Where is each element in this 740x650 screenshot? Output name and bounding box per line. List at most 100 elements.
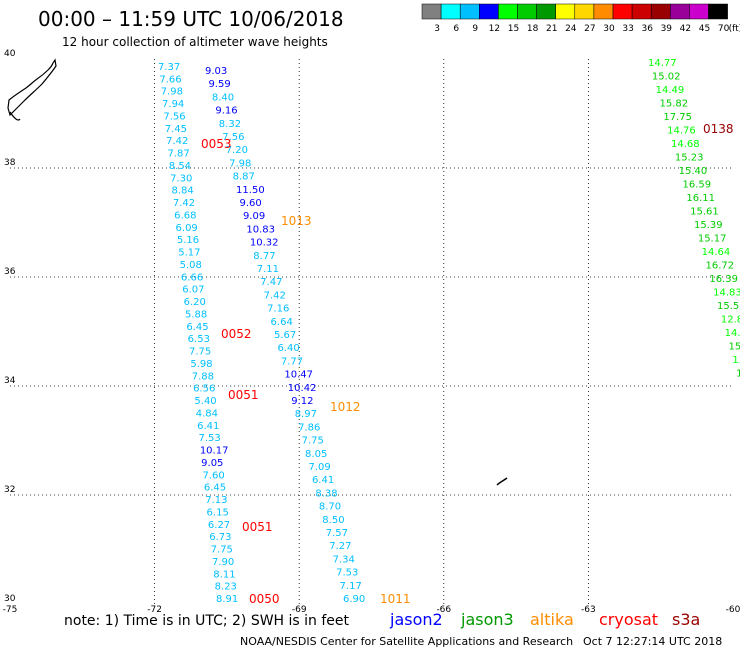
- wave-height-value: 15.8: [729, 342, 740, 353]
- wave-height-value: 4.84: [196, 408, 218, 419]
- longitude-label: -69: [292, 605, 307, 615]
- wave-height-value: 15.17: [698, 234, 727, 245]
- wave-height-value: 8.97: [295, 409, 317, 420]
- wave-height-value: 14.68: [671, 139, 700, 150]
- wave-height-value: 14.64: [702, 247, 731, 258]
- wave-height-value: 7.75: [211, 545, 233, 556]
- scale-swatch: [650, 3, 671, 20]
- scale-swatch: [612, 3, 633, 20]
- wave-height-value: 8.40: [212, 92, 234, 103]
- pass-time-label: 1012: [330, 400, 361, 414]
- wave-height-value: 6.40: [277, 343, 299, 354]
- wave-height-value: 7.86: [298, 422, 320, 433]
- wave-height-value: 6.45: [186, 322, 208, 333]
- wave-height-value: 8.77: [253, 251, 275, 262]
- wave-height-value: 6.41: [197, 421, 219, 432]
- wave-height-value: 6.15: [207, 507, 229, 518]
- latitude-label: 36: [4, 267, 16, 277]
- wave-height-value: 8.87: [233, 172, 255, 183]
- scale-tick-label: 36: [641, 24, 653, 34]
- bermuda-island: [496, 477, 508, 486]
- latitude-label: 32: [4, 485, 15, 495]
- wave-height-value: 15.40: [679, 166, 708, 177]
- wave-height-value: 7.13: [205, 495, 227, 506]
- wave-height-value: 6.64: [271, 317, 293, 328]
- wave-height-value: 7.20: [226, 145, 248, 156]
- scale-swatch: [421, 3, 442, 20]
- wave-height-value: 12.86: [721, 315, 740, 326]
- wave-height-value: 6.07: [182, 285, 204, 296]
- wave-height-value: 6.41: [312, 475, 334, 486]
- scale-tick-label: 6: [453, 24, 459, 34]
- pass-time-label: 0053: [201, 137, 232, 151]
- scale-tick-label: 45: [699, 24, 710, 34]
- wave-height-value: 7.30: [170, 173, 192, 184]
- scale-swatch: [479, 3, 499, 20]
- wave-height-value: 7.75: [302, 436, 324, 447]
- wave-height-value: 8.05: [305, 449, 327, 460]
- wave-height-value: 15.61: [690, 207, 719, 218]
- wave-height-value: 15.39: [694, 220, 723, 231]
- scale-tick-label: 21: [546, 24, 557, 34]
- wave-height-value: 16.72: [706, 261, 735, 272]
- wave-height-value: 6.09: [176, 223, 198, 234]
- wave-height-value: 7.42: [166, 136, 188, 147]
- scale-tick-label: 30: [603, 24, 615, 34]
- wave-height-value: 10.42: [288, 383, 317, 394]
- wave-height-value: 15.52: [717, 301, 740, 312]
- wave-height-value: 15.23: [675, 153, 704, 164]
- track-a: 7.377.667.987.947.567.457.427.878.547.30…: [158, 62, 238, 605]
- longitude-label: -72: [147, 605, 162, 615]
- wave-height-value: 11.50: [236, 185, 265, 196]
- wave-height-value: 7.56: [222, 132, 244, 143]
- scale-tick-label: 15: [508, 24, 519, 34]
- wave-height-value: 7.88: [192, 371, 214, 382]
- wave-height-value: 6.56: [193, 384, 215, 395]
- wave-height-value: 14.83: [713, 288, 740, 299]
- scale-swatch: [574, 3, 595, 20]
- wave-height-value: 9.60: [240, 198, 262, 209]
- scale-swatch: [498, 3, 518, 20]
- wave-height-value: 10.17: [200, 446, 229, 457]
- wave-height-value: 14.49: [656, 85, 685, 96]
- wave-height-value: 9.16: [215, 106, 237, 117]
- scale-swatch: [536, 3, 556, 20]
- wave-height-value: 15.82: [660, 99, 689, 110]
- latitude-label: 34: [4, 376, 16, 386]
- longitude-label: -75: [3, 605, 18, 615]
- wave-height-value: 6.66: [181, 272, 203, 283]
- scale-tick-label: 9: [472, 24, 478, 34]
- footer-timestamp: Oct 7 12:27:14 UTC 2018: [583, 635, 722, 648]
- wave-height-value: 7.11: [257, 264, 279, 275]
- scale-unit-label: (ft): [729, 24, 740, 34]
- pass-time-label: 1013: [281, 214, 312, 228]
- latitude-label: 40: [4, 49, 16, 59]
- wave-height-value: 7.75: [189, 347, 211, 358]
- wave-height-value: 14.76: [667, 126, 696, 137]
- pass-time-label: 0051: [228, 388, 259, 402]
- wave-height-value: 14.6: [725, 328, 740, 339]
- wave-height-value: 7.45: [165, 124, 187, 135]
- scale-tick-label: 70: [718, 24, 730, 34]
- wave-height-value: 8.70: [319, 502, 341, 513]
- scale-tick-label: 33: [622, 24, 633, 34]
- pass-time-label: 0050: [249, 592, 280, 606]
- wave-height-value: 7.34: [333, 554, 355, 565]
- wave-height-value: 8.54: [169, 161, 191, 172]
- wave-height-value: 5.40: [194, 396, 216, 407]
- legend-s3a: s3a: [672, 610, 700, 629]
- scale-swatch: [593, 3, 614, 20]
- footer-note: note: 1) Time is in UTC; 2) SWH is in fe…: [64, 613, 350, 629]
- coastline: [7, 58, 57, 121]
- wave-height-value: 16.11: [686, 193, 715, 204]
- wave-height-value: 15.02: [652, 72, 681, 83]
- wave-height-value: 7.42: [173, 198, 195, 209]
- pass-time-label: 1011: [380, 592, 411, 606]
- latitude-label: 30: [4, 594, 16, 604]
- scale-swatch: [517, 3, 537, 20]
- legend-cryosat: cryosat: [599, 610, 658, 629]
- wave-height-value: 5.67: [274, 330, 296, 341]
- wave-height-value: 7.57: [326, 528, 348, 539]
- wave-height-value: 5.08: [180, 260, 202, 271]
